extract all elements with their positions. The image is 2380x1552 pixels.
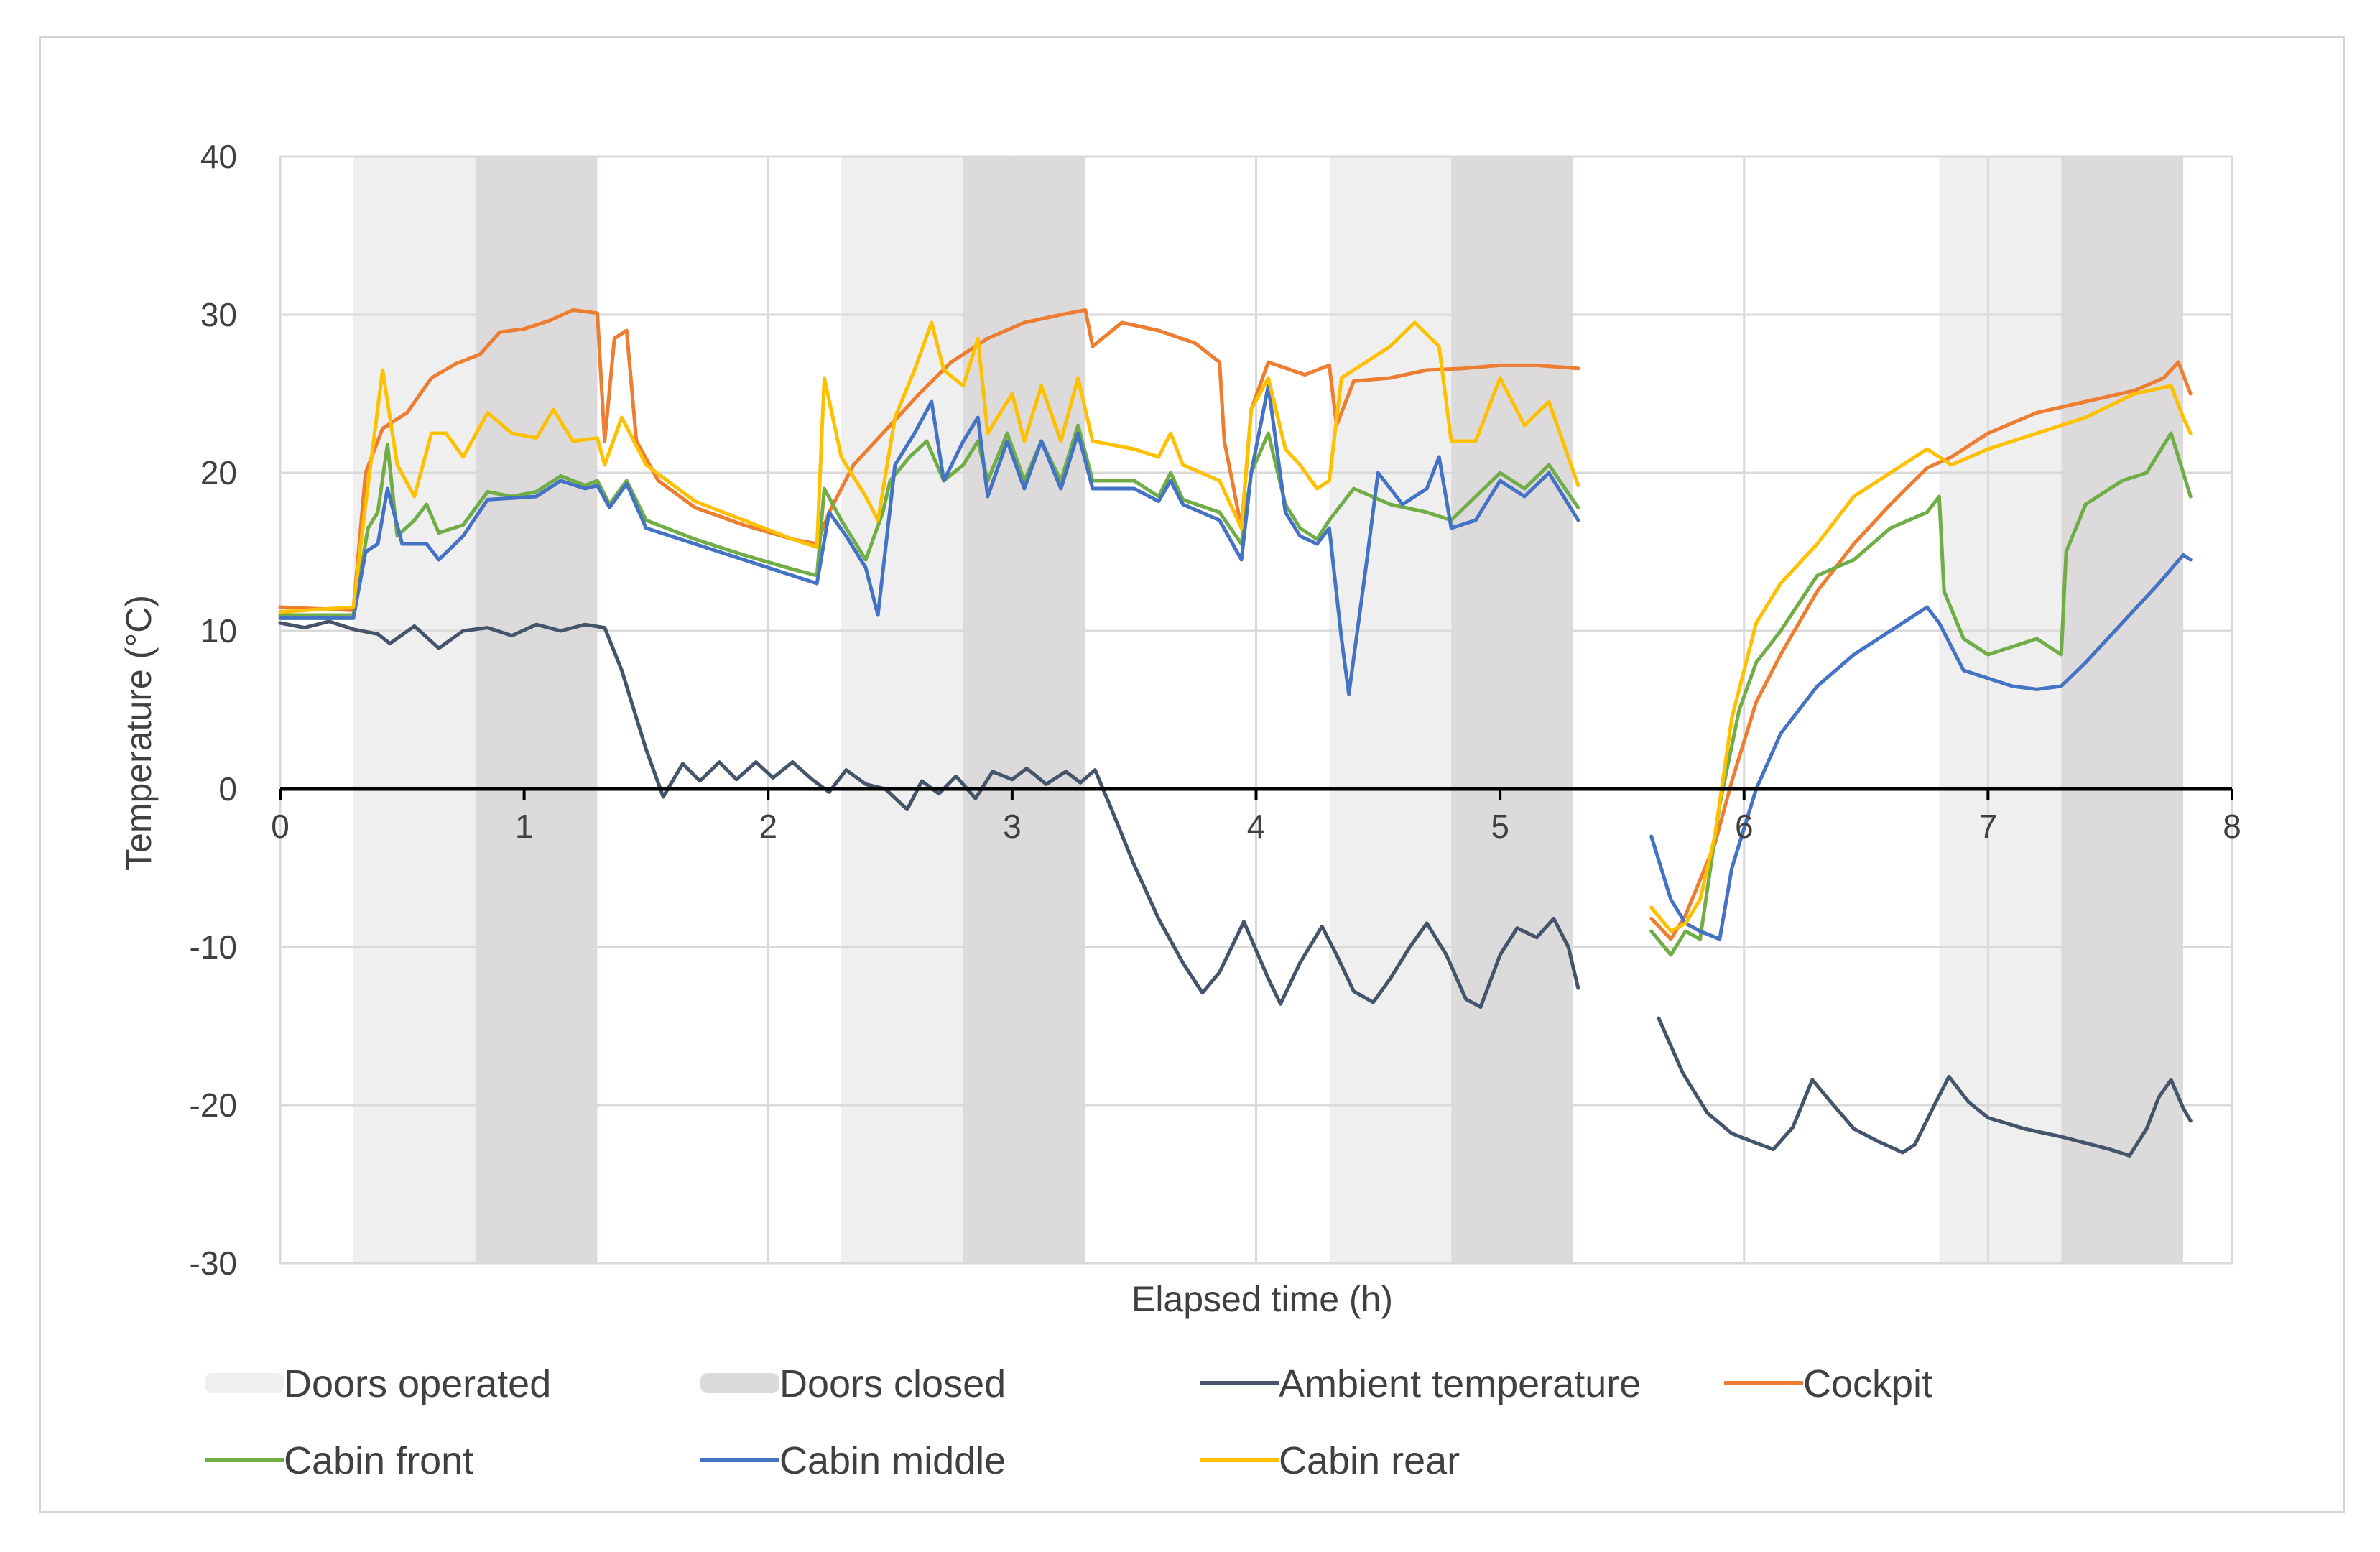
legend: Doors operated Doors closed Ambient temper… xyxy=(205,1362,1932,1482)
x-tick-label-8: 8 xyxy=(2223,808,2241,845)
x-tick-label-3: 3 xyxy=(1003,808,1022,845)
shaded-band-doors-operated-0 xyxy=(353,157,476,1263)
y-tick-label-10: 10 xyxy=(200,612,237,650)
y-tick-label-30: 30 xyxy=(200,296,237,333)
y-tick-label--20: -20 xyxy=(190,1086,237,1124)
legend-label-cabin-middle: Cabin middle xyxy=(779,1439,1006,1482)
legend-label-cockpit: Cockpit xyxy=(1803,1362,1932,1405)
series-line-cabin-rear-seg0 xyxy=(278,320,1580,614)
data-series xyxy=(278,308,2193,1158)
series-line-ambient-temperature-seg1 xyxy=(1657,1016,2193,1158)
series-line-cockpit-seg0 xyxy=(278,308,1580,612)
series-line-cabin-middle-seg0 xyxy=(278,384,1580,696)
series-line-cabin-rear-seg1 xyxy=(1649,384,2193,933)
x-tick-label-5: 5 xyxy=(1491,808,1509,845)
shaded-band-doors-closed-3 xyxy=(2061,157,2184,1263)
x-tick-label-0: 0 xyxy=(271,808,290,845)
legend-label-cabin-rear: Cabin rear xyxy=(1279,1439,1460,1482)
y-tick-label--10: -10 xyxy=(190,928,237,966)
shaded-band-doors-operated-3 xyxy=(1939,157,2062,1263)
y-axis-label: Temperature (°C) xyxy=(119,595,159,871)
legend-swatch-doors-closed xyxy=(700,1373,779,1393)
x-axis-label: Elapsed time (h) xyxy=(1131,1279,1393,1319)
shaded-periods xyxy=(353,157,2184,1263)
shaded-band-doors-operated-1 xyxy=(841,157,963,1263)
x-tick-label-6: 6 xyxy=(1735,808,1754,845)
tick-labels: 0 1 2 3 4 5 6 7 8 -30 -20 -10 0 10 20 30 40 xyxy=(190,138,2241,1282)
x-tick-label-7: 7 xyxy=(1979,808,1998,845)
axes xyxy=(279,787,2233,800)
x-tick-label-4: 4 xyxy=(1247,808,1266,845)
shaded-band-doors-closed-2 xyxy=(1451,157,1574,1263)
legend-label-doors-operated: Doors operated xyxy=(284,1362,551,1405)
x-tick-label-2: 2 xyxy=(759,808,777,845)
legend-label-doors-closed: Doors closed xyxy=(779,1362,1006,1405)
series-line-cabin-middle-seg1 xyxy=(1649,553,2193,941)
y-tick-label-40: 40 xyxy=(200,138,237,175)
y-tick-label-0: 0 xyxy=(218,770,237,808)
series-line-cockpit-seg1 xyxy=(1649,360,2193,941)
legend-label-ambient-temperature: Ambient temperature xyxy=(1279,1362,1641,1405)
legend-label-cabin-front: Cabin front xyxy=(284,1439,473,1482)
y-tick-label--30: -30 xyxy=(190,1244,237,1282)
shaded-band-doors-operated-2 xyxy=(1329,157,1452,1263)
x-tick-label-1: 1 xyxy=(515,808,534,845)
y-tick-label-20: 20 xyxy=(200,454,237,491)
legend-swatch-doors-operated xyxy=(205,1373,284,1393)
shaded-band-doors-closed-0 xyxy=(475,157,598,1263)
